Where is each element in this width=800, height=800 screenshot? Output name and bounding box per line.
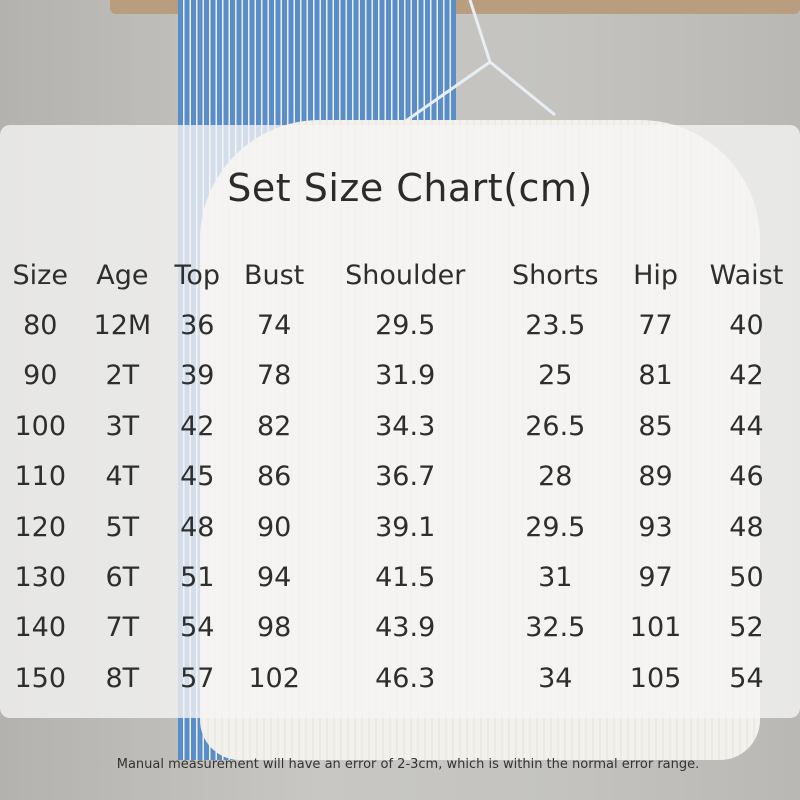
table-row: 150 8T 57 102 46.3 34 105 54	[0, 653, 800, 703]
column-header-age: Age	[96, 259, 149, 291]
column-header-shorts: Shorts	[512, 259, 599, 291]
table-cell: 82	[256, 410, 292, 442]
table-cell: 46	[729, 461, 764, 493]
table-cell: 29.5	[375, 310, 436, 342]
measurement-note: Manual measurement will have an error of…	[116, 757, 700, 772]
table-row: 100 3T 42 82 34.3 26.5 85 44	[0, 401, 800, 451]
table-cell: 52	[729, 612, 764, 644]
table-cell: 93	[638, 511, 673, 543]
table-cell: 23.5	[525, 310, 586, 342]
table-cell: 2T	[105, 360, 140, 392]
table-cell: 80	[23, 310, 58, 342]
table-cell: 36.7	[375, 461, 436, 493]
table-cell: 5T	[105, 511, 140, 543]
table-cell: 105	[629, 662, 682, 694]
table-row: 120 5T 48 90 39.1 29.5 93 48	[0, 502, 800, 552]
table-cell: 120	[14, 511, 67, 543]
hanger-icon	[399, 0, 556, 127]
table-cell: 40	[729, 310, 764, 342]
column-header-bust: Bust	[243, 259, 305, 291]
table-cell: 41.5	[375, 562, 436, 594]
table-cell: 101	[629, 612, 682, 644]
column-header-shoulder: Shoulder	[345, 259, 466, 291]
table-cell: 29.5	[525, 511, 586, 543]
table-cell: 90	[256, 511, 292, 543]
chart-title: Set Size Chart(cm)	[227, 166, 593, 210]
table-cell: 6T	[105, 562, 140, 594]
table-cell: 4T	[105, 461, 140, 493]
table-cell: 46.3	[375, 662, 436, 694]
table-row: 80 12M 36 74 29.5 23.5 77 40	[0, 300, 800, 350]
table-cell: 36	[180, 310, 215, 342]
table-cell: 90	[23, 360, 58, 392]
table-cell: 57	[180, 662, 215, 694]
table-cell: 85	[638, 410, 673, 442]
table-cell: 94	[256, 562, 292, 594]
table-cell: 26.5	[525, 410, 586, 442]
column-header-top: Top	[174, 259, 221, 291]
table-cell: 74	[256, 310, 292, 342]
table-cell: 102	[248, 662, 300, 694]
table-cell: 48	[729, 511, 764, 543]
table-row: 130 6T 51 94 41.5 31 97 50	[0, 552, 800, 602]
table-cell: 97	[638, 562, 673, 594]
table-cell: 43.9	[375, 612, 436, 644]
table-cell: 42	[729, 360, 764, 392]
table-cell: 81	[638, 360, 673, 392]
table-cell: 12M	[93, 310, 152, 342]
table-cell: 110	[14, 461, 67, 493]
table-row: 110 4T 45 86 36.7 28 89 46	[0, 452, 800, 502]
table-cell: 98	[256, 612, 292, 644]
table-cell: 34.3	[375, 410, 436, 442]
table-cell: 8T	[105, 662, 140, 694]
table-cell: 3T	[105, 410, 140, 442]
table-cell: 45	[180, 461, 215, 493]
table-cell: 34	[538, 662, 573, 694]
table-cell: 150	[14, 662, 67, 694]
table-cell: 130	[14, 562, 67, 594]
table-cell: 31	[538, 562, 573, 594]
table-cell: 54	[729, 662, 764, 694]
table-cell: 7T	[105, 612, 140, 644]
table-cell: 51	[180, 562, 215, 594]
table-cell: 48	[180, 511, 215, 543]
table-header-row: Size Age Top Bust Shoulder Shorts Hip Waist	[0, 250, 800, 300]
table-cell: 32.5	[525, 612, 586, 644]
table-cell: 140	[14, 612, 67, 644]
table-cell: 25	[538, 360, 573, 392]
table-cell: 44	[729, 410, 764, 442]
size-chart-panel	[0, 125, 800, 718]
table-cell: 50	[729, 562, 764, 594]
table-cell: 77	[638, 310, 673, 342]
size-table: Size Age Top Bust Shoulder Shorts Hip Waist 80 1…	[0, 250, 800, 704]
table-cell: 42	[180, 410, 215, 442]
table-cell: 54	[180, 612, 215, 644]
table-cell: 100	[14, 410, 67, 442]
table-cell: 89	[638, 461, 673, 493]
table-cell: 78	[256, 360, 292, 392]
column-header-size: Size	[12, 259, 68, 291]
table-cell: 31.9	[375, 360, 436, 392]
table-row: 140 7T 54 98 43.9 32.5 101 52	[0, 603, 800, 653]
table-cell: 39	[180, 360, 215, 392]
table-row: 90 2T 39 78 31.9 25 81 42	[0, 351, 800, 401]
table-cell: 39.1	[375, 511, 436, 543]
table-cell: 28	[538, 461, 573, 493]
table-cell: 86	[256, 461, 292, 493]
column-header-waist: Waist	[709, 259, 784, 291]
column-header-hip: Hip	[633, 259, 679, 291]
